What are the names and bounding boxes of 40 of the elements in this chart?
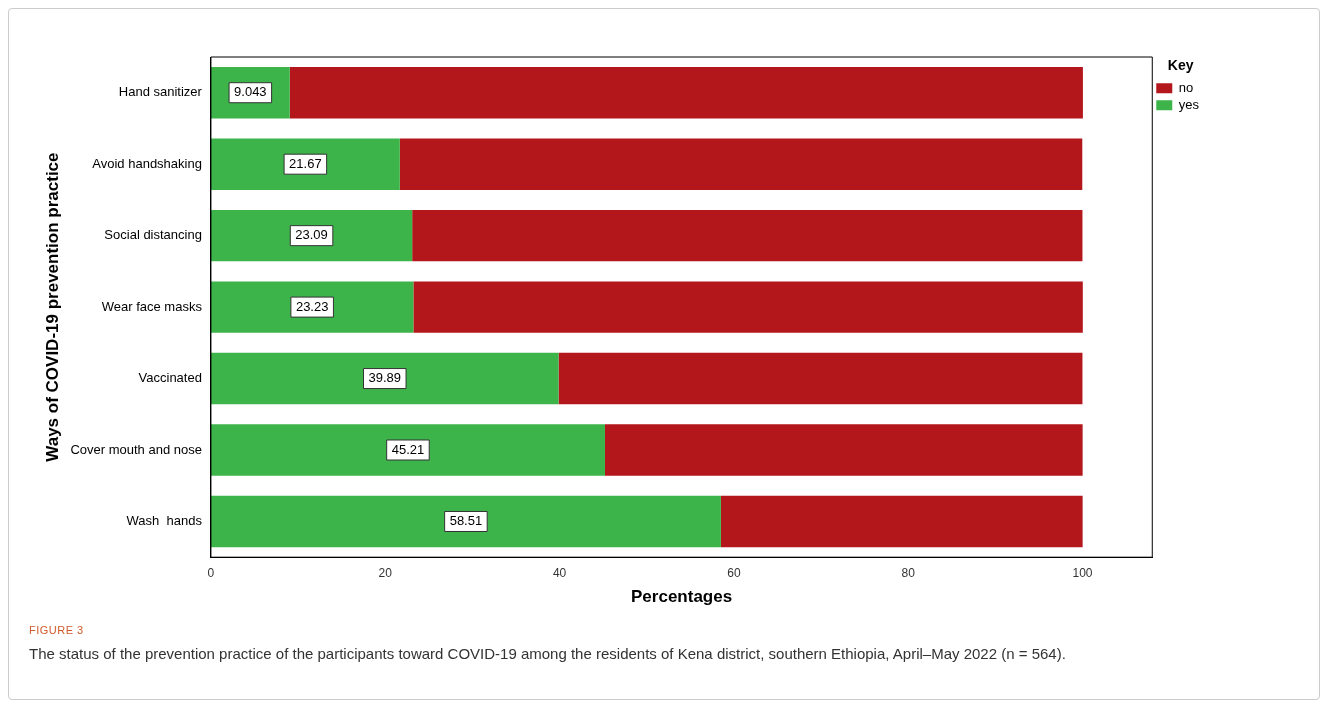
bar [604,424,1083,476]
y-tick-label: Cover mouth and nose [70,441,202,457]
bar [413,281,1083,333]
y-tick-label: Avoid handshaking [92,155,202,171]
y-tick-label: Wash hands [126,513,203,529]
x-tick-label: 80 [901,565,916,580]
legend-title: Key [1167,56,1194,73]
bar [412,209,1083,262]
legend-label: yes [1178,96,1200,112]
bar [399,138,1083,190]
data-label: 45.21 [391,441,425,457]
data-label: 23.23 [295,298,329,314]
y-tick-label: Wear face masks [101,298,203,314]
y-tick-label: Hand sanitizer [118,84,203,100]
bar [210,138,400,190]
y-tick-label: Social distancing [104,227,202,243]
bar [210,209,413,262]
bar [210,495,721,548]
x-tick-label: 0 [207,565,215,580]
y-tick-label: Vaccinated [138,370,202,386]
bar [210,352,559,405]
data-label: 39.89 [368,370,402,386]
legend-label: no [1178,79,1194,95]
y-axis-title: Ways of COVID-19 prevention practice [42,152,62,462]
x-tick-label: 20 [378,565,393,580]
text: The status of the prevention practice of the participants toward COVID-19 among the residents of Kena district, southern Ethiopia, April–May 2022 (n = 564). [29,644,1067,664]
x-tick-label: 40 [552,565,567,580]
bar [210,281,414,333]
caption: FIGURE 3 [29,624,84,636]
data-label: 9.043 [234,84,267,100]
x-tick-label: 100 [1072,565,1093,580]
bar [289,67,1083,119]
bar [210,424,605,476]
data-label: 23.09 [295,227,328,243]
x-axis-title: Percentages [631,587,733,607]
bar [558,352,1083,405]
bar [720,495,1083,548]
x-tick-label: 60 [727,565,741,580]
data-label: 21.67 [289,155,322,171]
data-label: 58.51 [449,513,483,529]
